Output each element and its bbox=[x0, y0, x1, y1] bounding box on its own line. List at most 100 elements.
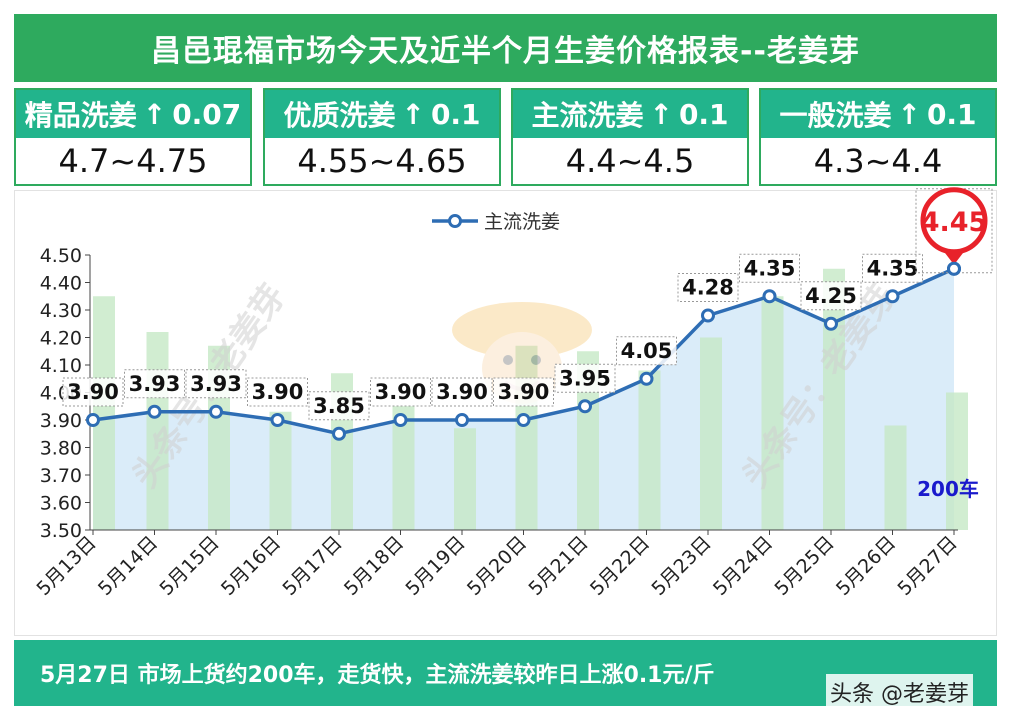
x-tick-label: 5月24日 bbox=[709, 532, 777, 600]
card-change: 0.07 bbox=[172, 97, 242, 131]
data-label: 3.93 bbox=[129, 372, 181, 396]
highlight-label: 4.45 bbox=[921, 207, 988, 238]
data-label-box bbox=[862, 253, 923, 283]
card-range: 4.55~4.65 bbox=[297, 142, 467, 180]
data-label-box bbox=[616, 336, 677, 366]
data-point bbox=[639, 371, 654, 386]
data-label-box bbox=[431, 377, 493, 407]
data-label: 4.25 bbox=[805, 284, 857, 308]
data-label: 3.95 bbox=[559, 366, 611, 390]
x-tick-label: 5月27日 bbox=[893, 532, 961, 600]
series-area bbox=[93, 268, 954, 530]
bar bbox=[269, 411, 292, 530]
y-tick-label: 3.90 bbox=[40, 410, 82, 432]
card-change: 0.1 bbox=[430, 97, 481, 131]
data-label: 4.35 bbox=[744, 256, 796, 280]
x-tick-label: 5月23日 bbox=[647, 532, 715, 600]
data-label-box bbox=[493, 377, 554, 407]
arrow-up-icon: ↑ bbox=[649, 97, 673, 131]
y-tick-label: 4.40 bbox=[40, 273, 82, 295]
data-label-box bbox=[62, 377, 124, 407]
arrow-up-icon: ↑ bbox=[401, 97, 425, 131]
data-label: 3.90 bbox=[67, 380, 119, 404]
card-header: 一般洗姜 ↑ 0.1 bbox=[761, 90, 995, 138]
card-range: 4.7~4.75 bbox=[58, 142, 208, 180]
bar bbox=[454, 428, 476, 530]
x-tick-label: 5月14日 bbox=[94, 532, 162, 600]
bar bbox=[946, 392, 968, 530]
data-point bbox=[270, 413, 285, 427]
data-point bbox=[147, 404, 162, 419]
data-label: 3.90 bbox=[498, 380, 550, 404]
x-tick-label: 5月15日 bbox=[155, 532, 223, 600]
x-tick-label: 5月21日 bbox=[524, 532, 592, 600]
bar bbox=[638, 370, 661, 530]
data-point bbox=[516, 413, 531, 427]
card-change: 0.1 bbox=[926, 97, 977, 131]
x-tick-label: 5月16日 bbox=[217, 532, 285, 600]
page-title: 昌邑琨福市场今天及近半个月生姜价格报表--老姜芽 bbox=[14, 14, 997, 82]
data-label-box bbox=[739, 253, 800, 283]
data-label-box bbox=[370, 377, 431, 407]
data-label: 3.93 bbox=[190, 372, 242, 396]
card-range: 4.3~4.4 bbox=[813, 142, 943, 180]
card-name: 精品洗姜 bbox=[24, 99, 137, 132]
y-tick-label: 4.10 bbox=[40, 355, 82, 377]
data-point bbox=[86, 413, 100, 427]
y-tick-label: 4.30 bbox=[40, 300, 82, 322]
price-card-mainstream: 主流洗姜 ↑ 0.1 4.4~4.5 bbox=[511, 88, 749, 186]
highlight-circle bbox=[920, 187, 988, 255]
data-point bbox=[578, 399, 592, 414]
data-point bbox=[455, 413, 469, 427]
data-point bbox=[393, 413, 408, 427]
data-label: 4.05 bbox=[621, 339, 673, 363]
data-label: 3.90 bbox=[375, 380, 427, 404]
card-name: 主流洗姜 bbox=[531, 99, 644, 132]
data-point bbox=[209, 404, 223, 419]
card-name: 一般洗姜 bbox=[779, 99, 892, 132]
data-point bbox=[332, 426, 346, 441]
y-tick-label: 3.60 bbox=[40, 493, 82, 515]
x-tick-label: 5月17日 bbox=[278, 532, 346, 600]
arrow-up-icon: ↑ bbox=[142, 97, 167, 131]
legend-label: 主流洗姜 bbox=[484, 211, 560, 233]
data-label: 3.85 bbox=[313, 394, 365, 418]
x-tick-label: 5月25日 bbox=[770, 532, 838, 600]
data-point bbox=[701, 308, 715, 323]
price-cards: 精品洗姜 ↑ 0.07 4.7~4.75 优质洗姜 ↑ 0.1 4.55~4.6… bbox=[14, 88, 997, 186]
footer-note: 5月27日 市场上货约200车，走货快，主流洗姜较昨日上涨0.1元/斤 bbox=[14, 640, 997, 706]
price-card-quality: 优质洗姜 ↑ 0.1 4.55~4.65 bbox=[263, 88, 501, 186]
data-label-box bbox=[800, 281, 862, 311]
x-tick-label: 5月22日 bbox=[586, 532, 654, 600]
data-label-box bbox=[554, 363, 616, 393]
bar bbox=[577, 351, 599, 530]
data-label-box bbox=[124, 369, 185, 399]
data-label: 4.28 bbox=[682, 276, 734, 300]
y-tick-label: 3.70 bbox=[40, 465, 82, 487]
x-tick-label: 5月19日 bbox=[401, 532, 469, 600]
data-point bbox=[885, 289, 900, 304]
data-label-box bbox=[677, 273, 739, 302]
card-header: 精品洗姜 ↑ 0.07 bbox=[16, 90, 250, 138]
y-tick-label: 4.20 bbox=[40, 328, 82, 350]
data-label: 3.90 bbox=[436, 380, 488, 404]
data-label-box bbox=[185, 369, 247, 399]
data-label-box bbox=[247, 377, 308, 407]
arrow-up-icon: ↑ bbox=[897, 97, 921, 131]
data-label-box bbox=[308, 391, 370, 421]
x-tick-label: 5月20日 bbox=[463, 532, 531, 600]
card-name: 优质洗姜 bbox=[283, 99, 396, 132]
source-credit: 头条 @老姜芽 bbox=[826, 674, 973, 710]
bar bbox=[761, 296, 784, 530]
data-point bbox=[762, 289, 777, 304]
bar-annotation: 200车 bbox=[917, 477, 979, 501]
card-range: 4.4~4.5 bbox=[565, 142, 695, 180]
x-tick-label: 5月18日 bbox=[340, 532, 408, 600]
card-header: 主流洗姜 ↑ 0.1 bbox=[513, 90, 747, 138]
chart-container bbox=[14, 190, 997, 636]
x-tick-label: 5月26日 bbox=[832, 532, 900, 600]
legend-marker bbox=[448, 214, 462, 228]
y-tick-label: 3.50 bbox=[40, 520, 82, 542]
data-label: 4.35 bbox=[867, 256, 919, 280]
